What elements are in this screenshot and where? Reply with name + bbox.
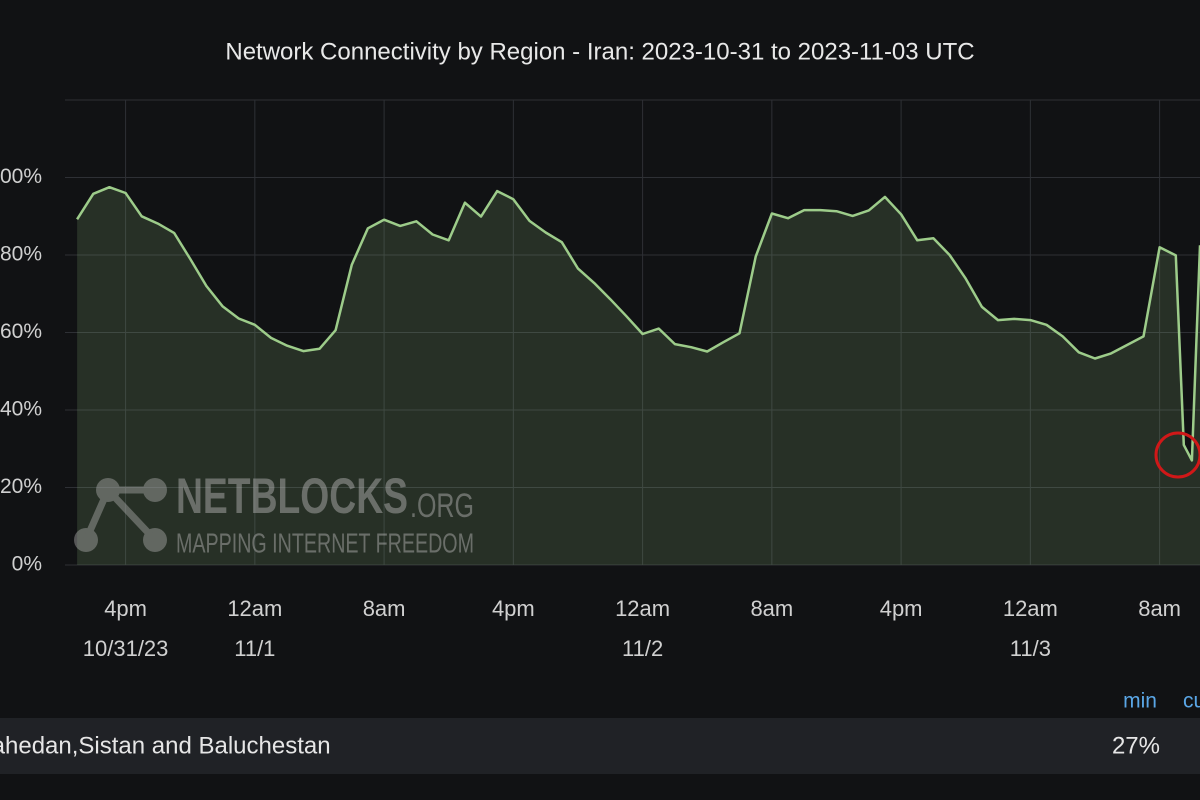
x-tick-label: 8am bbox=[1138, 596, 1181, 621]
x-tick-label: 4pm bbox=[880, 596, 923, 621]
watermark-name: NETBLOCKS bbox=[176, 468, 408, 524]
watermark-suffix: .ORG bbox=[410, 487, 474, 525]
y-tick-label: 0% bbox=[12, 553, 42, 576]
logo-node bbox=[96, 478, 120, 502]
plot bbox=[76, 185, 1200, 565]
y-tick-label: 100% bbox=[0, 165, 42, 188]
x-tick-label: 4pm bbox=[104, 596, 147, 621]
watermark-tagline: MAPPING INTERNET FREEDOM bbox=[176, 527, 474, 558]
x-tick-label: 4pm bbox=[492, 596, 535, 621]
highlight-circle bbox=[1154, 431, 1200, 479]
legend-series-name[interactable]: Zahedan,Sistan and Baluchestan bbox=[0, 732, 331, 759]
area-fill bbox=[77, 187, 1200, 565]
series-line bbox=[76, 185, 1200, 462]
logo-link bbox=[82, 486, 158, 543]
legend-min: 27% bbox=[1112, 732, 1160, 759]
y-tick-label: 20% bbox=[0, 475, 42, 498]
logo-node bbox=[143, 478, 167, 502]
watermark: NETBLOCKS .ORG MAPPING INTERNET FREEDOM bbox=[74, 468, 474, 558]
logo-node bbox=[74, 528, 98, 552]
y-tick-label: 40% bbox=[0, 398, 42, 421]
y-tick-label: 80% bbox=[0, 243, 42, 266]
x-tick-label: 12am bbox=[1003, 596, 1058, 621]
y-tick-label: 60% bbox=[0, 320, 42, 343]
legend-column: current bbox=[1183, 690, 1200, 713]
x-tick-date: 11/1 bbox=[234, 636, 275, 661]
x-tick-date: 11/2 bbox=[622, 636, 663, 661]
logo-node bbox=[143, 528, 167, 552]
legend-row bbox=[0, 718, 1200, 774]
x-tick-label: 12am bbox=[615, 596, 670, 621]
legend-column: min bbox=[1123, 690, 1157, 713]
x-tick-label: 8am bbox=[363, 596, 406, 621]
grid bbox=[65, 99, 1200, 566]
x-tick-date: 11/3 bbox=[1010, 636, 1051, 661]
chart-title: Network Connectivity by Region - Iran: 2… bbox=[225, 38, 974, 65]
x-tick-label: 12am bbox=[227, 596, 282, 621]
x-tick-date: 10/31/23 bbox=[83, 636, 169, 661]
x-tick-label: 8am bbox=[750, 596, 793, 621]
